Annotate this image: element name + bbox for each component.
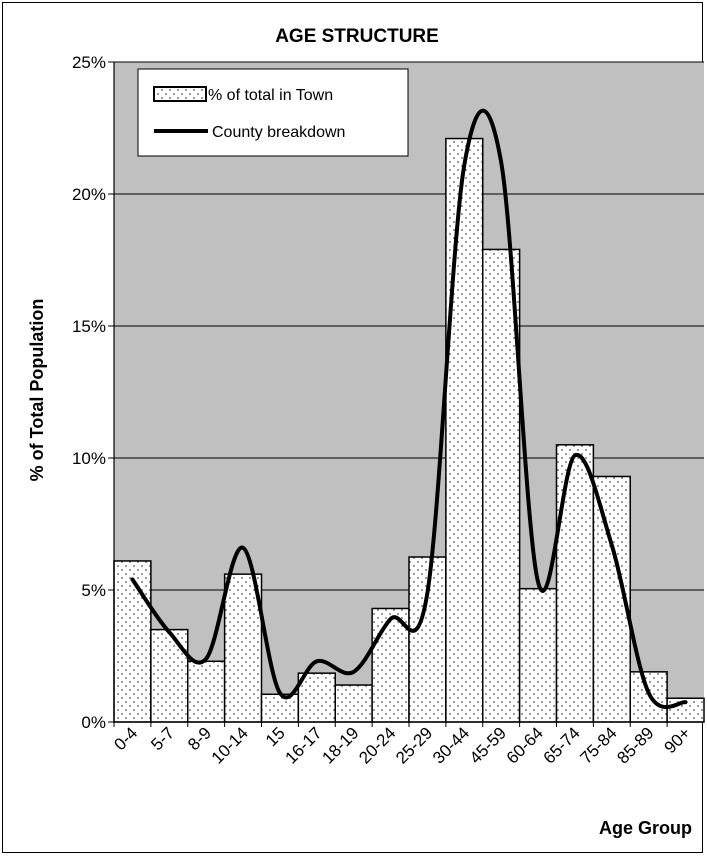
- y-tick-label: 25%: [72, 53, 106, 72]
- bar: [555, 444, 595, 723]
- x-tick-label: 16-17: [281, 723, 325, 767]
- x-tick-label: 85-89: [613, 723, 657, 767]
- bar: [297, 672, 336, 723]
- y-axis-label: % of Total Population: [27, 299, 47, 482]
- x-tick-label: 75-84: [576, 723, 620, 767]
- legend-label-county: County breakdown: [212, 124, 345, 141]
- x-tick-label: 65-74: [540, 723, 584, 767]
- x-tick-label: 25-29: [392, 723, 436, 767]
- x-tick-label: 18-19: [318, 723, 362, 767]
- chart-title: AGE STRUCTURE: [275, 26, 439, 47]
- x-tick-label: 20-24: [355, 723, 399, 767]
- x-axis-label: Age Group: [599, 818, 692, 838]
- bar: [187, 660, 226, 723]
- x-tick-label: 5-7: [147, 723, 178, 754]
- bar: [113, 560, 152, 723]
- bar: [334, 684, 373, 723]
- bar: [518, 587, 558, 723]
- y-tick-label: 15%: [72, 317, 106, 336]
- y-tick-label: 5%: [81, 581, 106, 600]
- bar: [150, 628, 189, 723]
- legend: % of total in Town County breakdown: [137, 68, 409, 157]
- y-tick-label: 10%: [72, 449, 106, 468]
- y-tick-label: 0%: [81, 713, 106, 732]
- x-tick-label: 90+: [661, 723, 695, 757]
- x-tick-label: 60-64: [503, 723, 547, 767]
- x-tick-label: 45-59: [466, 723, 510, 767]
- legend-box: [137, 68, 409, 157]
- y-tick-label: 20%: [72, 185, 106, 204]
- x-tick-label: 10-14: [208, 723, 252, 767]
- x-tick-label: 8-9: [184, 723, 215, 754]
- county-breakdown-line: [130, 108, 688, 709]
- x-tick-label: 30-44: [429, 723, 473, 767]
- bar: [223, 573, 263, 723]
- x-axis-ticks: 0-4 5-7 8-910-14 1516-1718-1920-2425-2930-4…: [110, 722, 694, 768]
- legend-swatch-town: [153, 86, 207, 102]
- bar: [260, 693, 300, 723]
- x-tick-label: 0-4: [110, 723, 141, 754]
- bar: [445, 137, 484, 723]
- x-tick-label: 15: [262, 723, 289, 750]
- gridlines: [114, 61, 704, 591]
- legend-label-town: % of total in Town: [208, 87, 333, 104]
- y-axis-ticks: 0% 5% 10% 15% 20% 25%: [72, 53, 704, 732]
